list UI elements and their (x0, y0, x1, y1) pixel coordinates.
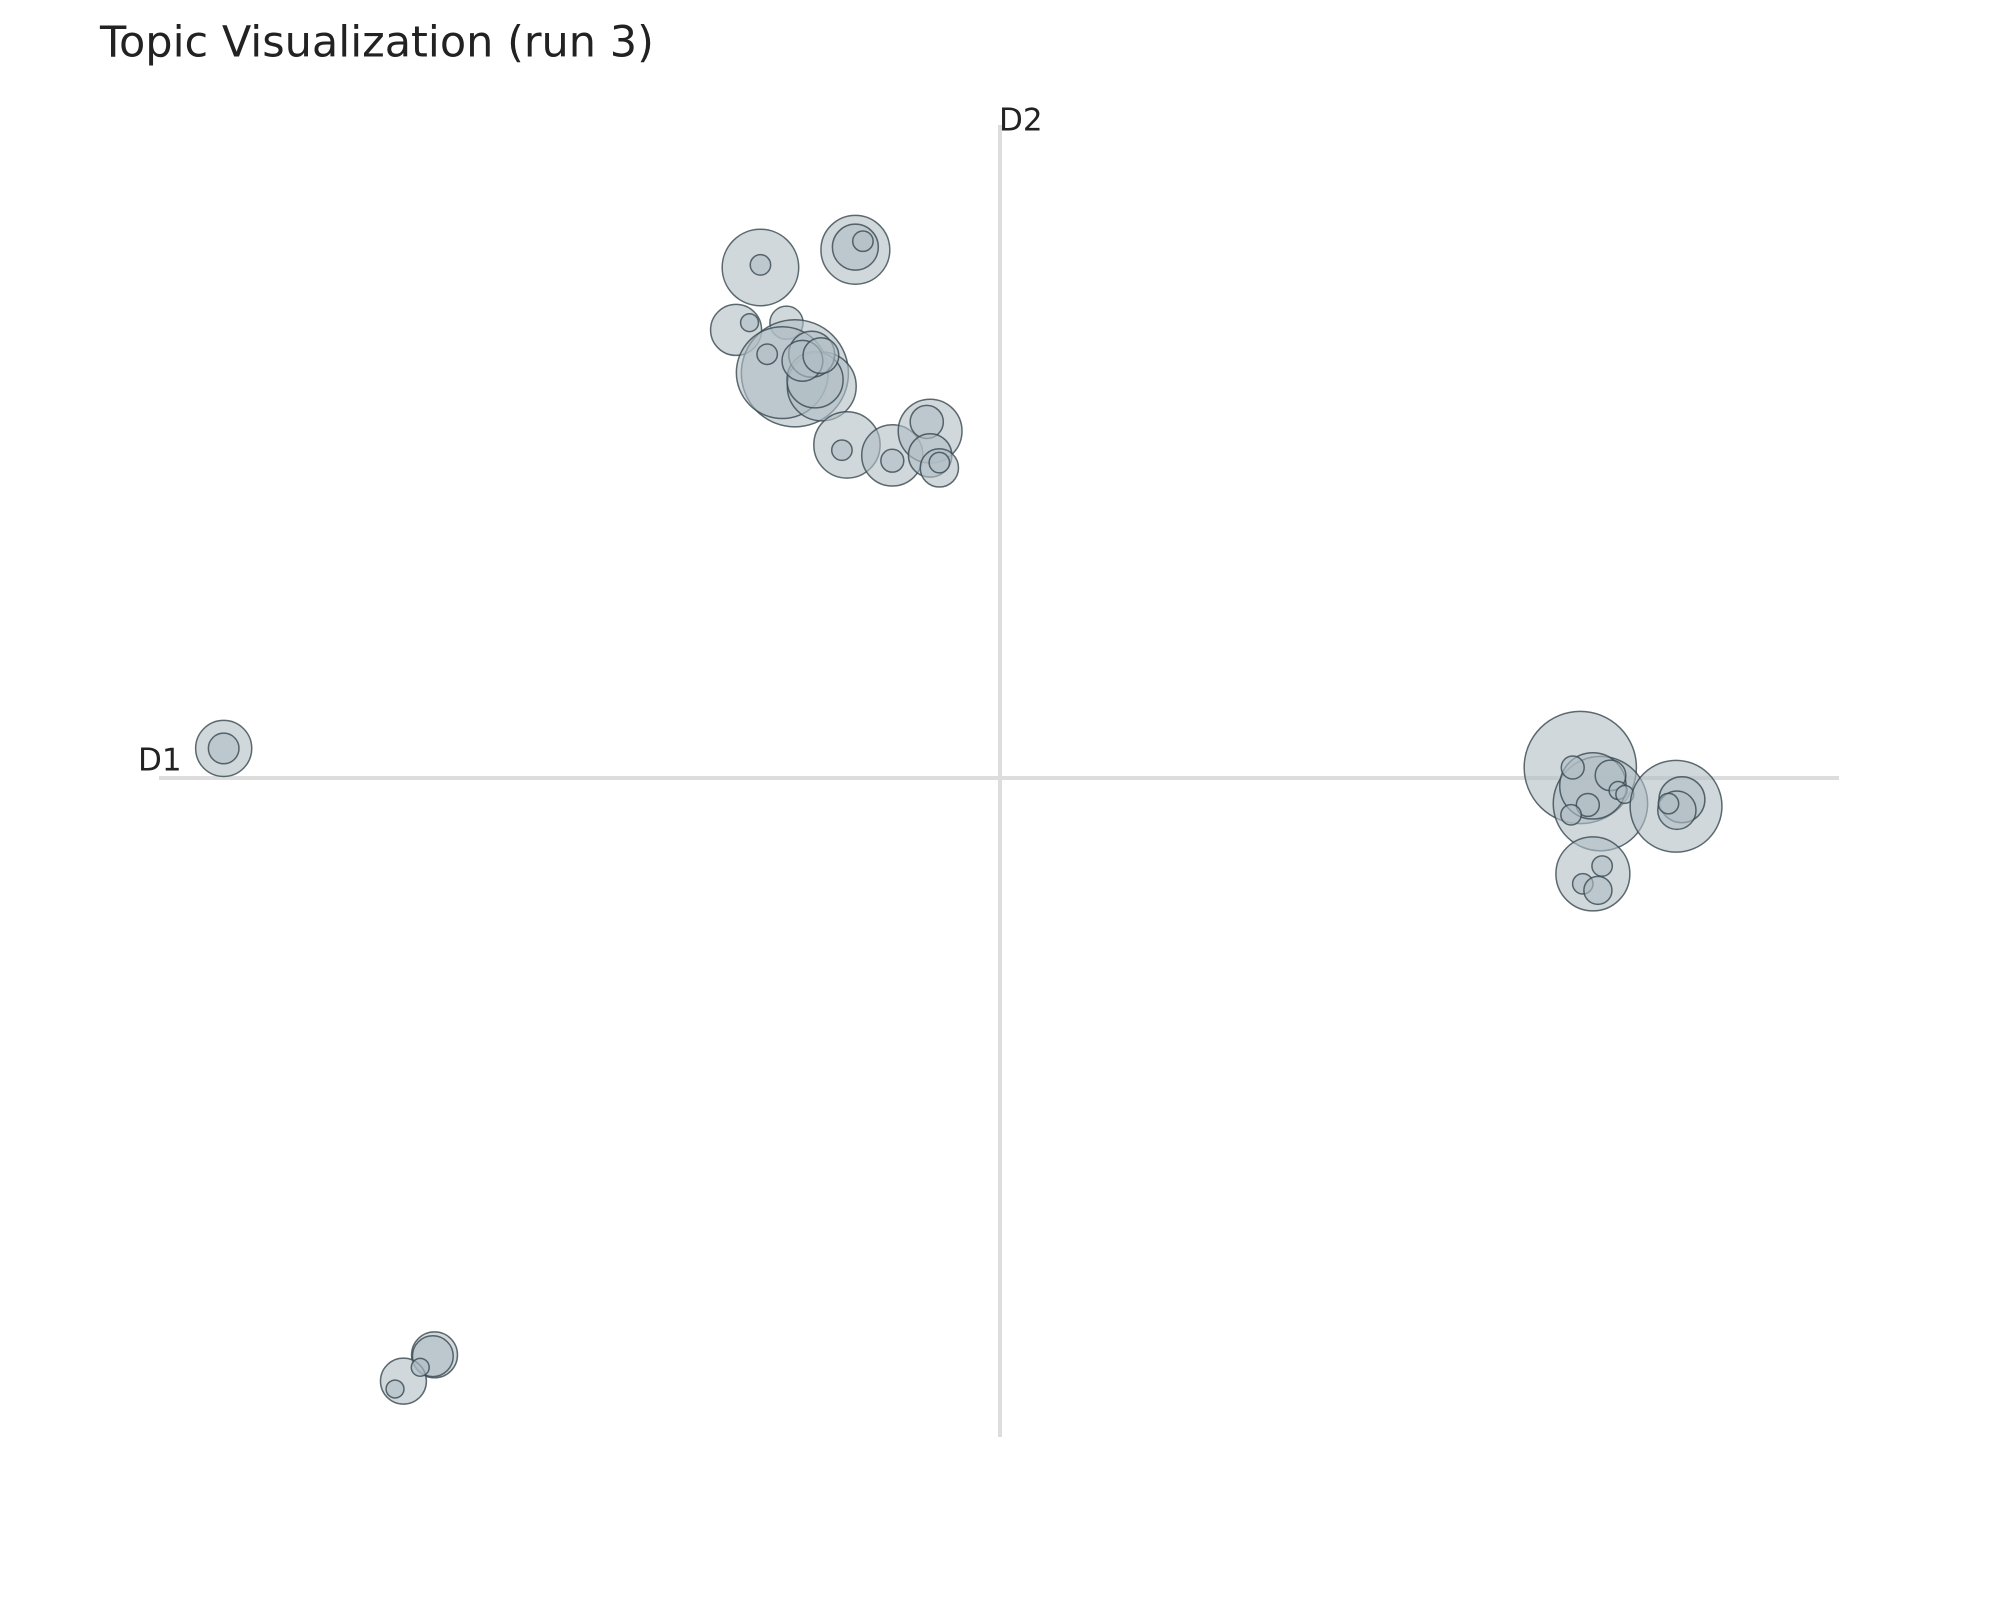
topic-bubble (410, 1357, 430, 1378)
topic-bubble (1560, 803, 1582, 826)
topic-bubble (1657, 792, 1680, 815)
topic-bubble (880, 448, 905, 473)
topic-bubble (1583, 875, 1613, 906)
topic-bubble (928, 451, 951, 474)
topic-bubble (802, 336, 840, 375)
x-axis-label: D1 (138, 743, 182, 779)
chart-title: Topic Visualization (run 3) (99, 18, 654, 68)
topic-bubble (207, 732, 240, 765)
topic-bubble (851, 230, 874, 253)
topic-bubble (749, 253, 772, 276)
topic-bubble (1560, 755, 1585, 780)
topic-bubble (1575, 792, 1601, 818)
topic-bubble (830, 439, 853, 462)
y-axis-label: D2 (999, 103, 1043, 139)
topic-bubble (756, 343, 779, 366)
topic-bubble (739, 313, 760, 333)
topic-bubble (385, 1379, 405, 1399)
topic-bubble (1591, 855, 1614, 877)
